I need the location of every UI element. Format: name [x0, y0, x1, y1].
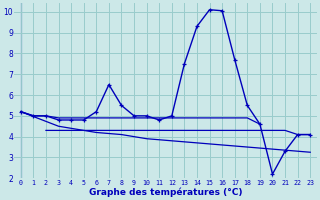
X-axis label: Graphe des températures (°C): Graphe des températures (°C) [89, 187, 242, 197]
